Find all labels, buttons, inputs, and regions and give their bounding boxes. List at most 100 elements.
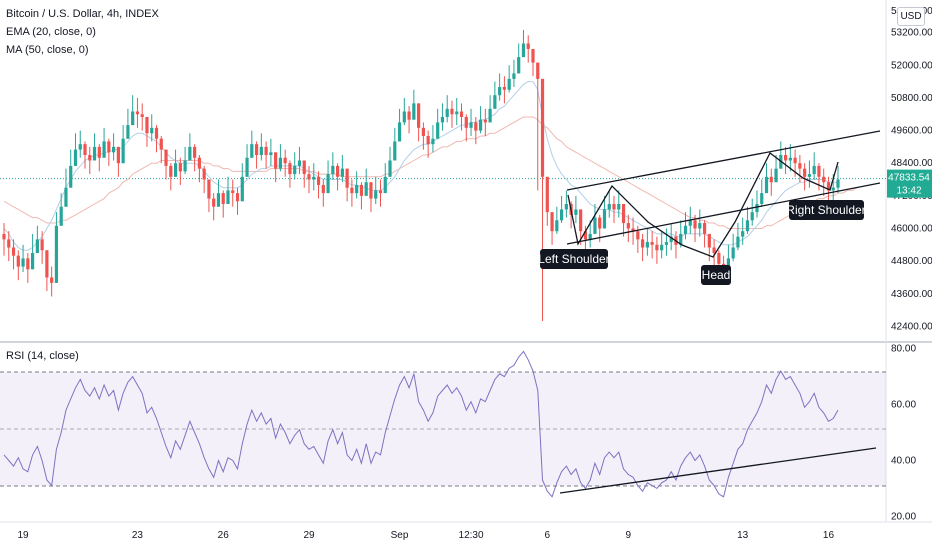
currency-button[interactable]: USD bbox=[897, 7, 925, 26]
rsi-tick-label: 40.00 bbox=[891, 455, 916, 466]
ma-legend[interactable]: MA (50, close, 0) bbox=[6, 44, 89, 56]
price-tick-label: 49600.00 bbox=[891, 126, 932, 137]
candle-body bbox=[2, 233, 6, 240]
candle-body bbox=[355, 184, 359, 194]
candle-body bbox=[40, 239, 44, 251]
candle-body bbox=[283, 157, 287, 164]
left-shoulder-label[interactable]: Left Shoulder bbox=[538, 249, 610, 269]
candle-body bbox=[374, 190, 378, 199]
candle-body bbox=[35, 239, 39, 253]
candle-body bbox=[231, 190, 235, 194]
candle-body bbox=[359, 184, 364, 196]
candle-body bbox=[464, 116, 468, 128]
rsi-tick-label: 20.00 bbox=[891, 511, 916, 522]
price-tick-label: 53200.00 bbox=[891, 28, 932, 39]
candle-body bbox=[526, 43, 530, 49]
candle-body bbox=[612, 204, 616, 210]
candle-body bbox=[741, 231, 745, 237]
candle-body bbox=[226, 190, 230, 204]
candle-body bbox=[788, 157, 792, 161]
pattern-zigzag[interactable] bbox=[567, 152, 839, 258]
candle-body bbox=[402, 111, 406, 123]
symbol-title[interactable]: Bitcoin / U.S. Dollar, 4h, INDEX bbox=[6, 8, 159, 20]
candle-body bbox=[588, 233, 592, 240]
candle-body bbox=[307, 174, 311, 180]
candles bbox=[2, 29, 840, 321]
rsi-legend[interactable]: RSI (14, close) bbox=[6, 350, 79, 362]
channel-upper-line[interactable] bbox=[566, 130, 881, 191]
candle-body bbox=[559, 209, 564, 221]
candle-body bbox=[288, 163, 292, 175]
candle-body bbox=[145, 116, 149, 134]
candle-body bbox=[698, 223, 702, 229]
candle-body bbox=[731, 247, 735, 259]
time-tick-label: 6 bbox=[545, 530, 551, 541]
candle-body bbox=[73, 149, 78, 166]
candle-body bbox=[750, 212, 754, 221]
candle-body bbox=[641, 239, 645, 248]
candle-body bbox=[469, 122, 473, 128]
right-shoulder-text: Right Shoulder bbox=[786, 203, 865, 217]
time-axis: 19 23 26 29 Sep 12:30 6 9 13 16 bbox=[18, 530, 835, 541]
candle-body bbox=[702, 223, 707, 234]
candle-body bbox=[321, 184, 325, 194]
candle-body bbox=[636, 231, 640, 240]
rsi-axis: 20.00 40.00 60.00 80.00 bbox=[891, 344, 916, 523]
rsi-trendline[interactable] bbox=[559, 447, 877, 494]
candle-body bbox=[278, 157, 283, 169]
candle-body bbox=[407, 111, 411, 120]
candle-body bbox=[803, 168, 807, 177]
candle-body bbox=[45, 250, 49, 278]
candle-body bbox=[431, 138, 435, 145]
candle-body bbox=[445, 108, 449, 117]
candle-body bbox=[393, 141, 397, 161]
candle-body bbox=[7, 239, 11, 248]
price-tick-label: 50800.00 bbox=[891, 93, 932, 104]
candle-body bbox=[369, 182, 373, 199]
candle-body bbox=[388, 160, 392, 177]
candle-body bbox=[69, 165, 73, 188]
candle-body bbox=[326, 174, 330, 194]
candle-body bbox=[688, 220, 692, 226]
candle-body bbox=[250, 144, 254, 158]
pattern-drawings[interactable] bbox=[559, 130, 881, 494]
last-price-value: 47833.54 bbox=[888, 173, 930, 184]
candle-body bbox=[783, 155, 788, 161]
candle-body bbox=[183, 160, 187, 172]
candle-body bbox=[450, 108, 454, 115]
ema-legend[interactable]: EMA (20, close, 0) bbox=[6, 26, 96, 38]
candle-body bbox=[173, 163, 178, 177]
candle-body bbox=[459, 111, 464, 117]
candle-body bbox=[54, 225, 59, 283]
head-text: Head bbox=[702, 268, 731, 282]
candle-body bbox=[102, 141, 106, 158]
channel-lower-line[interactable] bbox=[566, 182, 881, 245]
right-shoulder-label[interactable]: Right Shoulder bbox=[786, 200, 866, 220]
time-tick-label: 26 bbox=[218, 530, 230, 541]
candle-body bbox=[836, 179, 840, 188]
candle-body bbox=[316, 176, 321, 185]
candle-body bbox=[293, 165, 297, 175]
candle-body bbox=[140, 114, 144, 117]
candle-body bbox=[154, 127, 159, 139]
candle-body bbox=[30, 252, 35, 270]
candle-body bbox=[793, 157, 797, 164]
candle-body bbox=[488, 108, 492, 123]
candle-countdown: 13:42 bbox=[896, 186, 921, 197]
left-shoulder-text: Left Shoulder bbox=[538, 252, 609, 266]
candle-body bbox=[26, 258, 30, 270]
candle-body bbox=[826, 182, 831, 191]
time-tick-label: 23 bbox=[132, 530, 144, 541]
candle-body bbox=[645, 242, 649, 248]
candle-body bbox=[59, 206, 63, 226]
price-pane[interactable] bbox=[0, 0, 886, 340]
candle-body bbox=[717, 252, 721, 264]
candle-body bbox=[536, 62, 540, 79]
candle-body bbox=[669, 236, 673, 243]
candle-body bbox=[736, 236, 740, 248]
candle-body bbox=[331, 165, 335, 175]
candle-body bbox=[617, 204, 621, 210]
candle-body bbox=[764, 176, 769, 194]
head-label[interactable]: Head bbox=[701, 265, 731, 285]
